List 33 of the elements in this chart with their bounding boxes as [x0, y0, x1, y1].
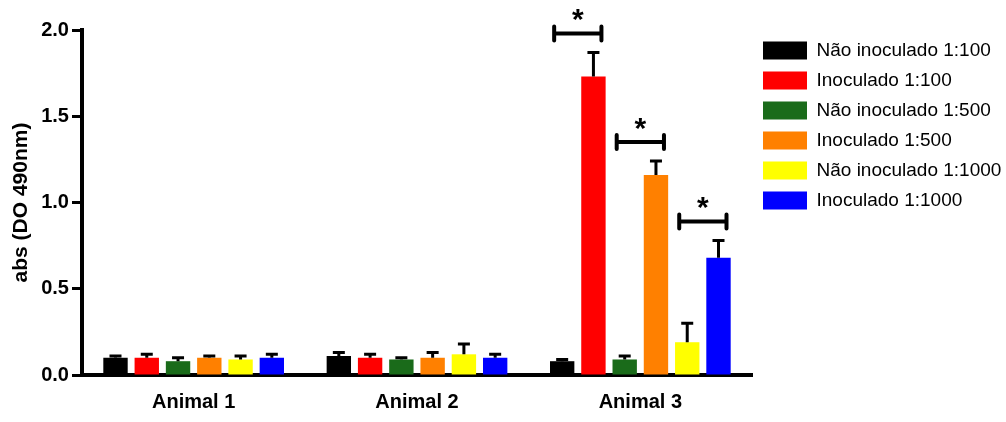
bar: [706, 257, 731, 375]
y-tick-label: 1.0: [41, 190, 69, 213]
x-tick-label: Animal 3: [598, 389, 683, 412]
y-tick-label: 1.5: [41, 103, 69, 126]
bar: [389, 359, 414, 375]
legend-label: Não inoculado 1:1000: [816, 158, 1002, 180]
bar: [612, 359, 637, 375]
legend-label: Inoculado 1:1000: [816, 188, 963, 210]
x-tick-label: Animal 2: [375, 389, 459, 412]
annotation: *: [571, 2, 584, 36]
bar: [228, 359, 253, 375]
bar: [420, 357, 445, 375]
y-tick-label: 0.0: [41, 362, 69, 385]
bar: [643, 174, 669, 375]
bar: [357, 357, 383, 375]
y-tick-label: 2.0: [41, 17, 69, 40]
bar: [134, 357, 159, 375]
y-tick-label: 0.5: [41, 276, 69, 299]
bar: [451, 354, 477, 375]
x-tick-label: Animal 1: [151, 389, 236, 412]
bar: [165, 361, 191, 375]
bar: [581, 76, 606, 375]
legend-label: Inoculado 1:500: [816, 128, 952, 150]
annotation: *: [634, 111, 647, 145]
bar: [482, 357, 508, 375]
annotation: *: [697, 190, 710, 224]
bar: [259, 357, 285, 375]
bar: [197, 357, 222, 375]
legend-label: Não inoculado 1:100: [816, 38, 991, 60]
legend-label: Não inoculado 1:500: [816, 98, 991, 120]
legend-label: Inoculado 1:100: [816, 68, 952, 90]
y-axis-title: abs (DO 490nm): [8, 122, 32, 283]
bar: [675, 342, 700, 375]
